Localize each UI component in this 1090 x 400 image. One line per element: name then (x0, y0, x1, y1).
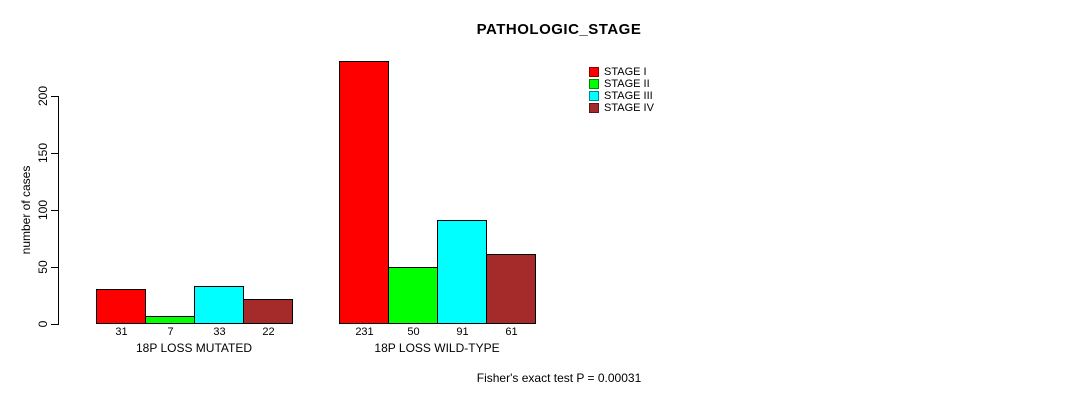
y-axis-tick-label: 100 (36, 199, 50, 221)
bar-stage-iii-18p-loss-wild-type (437, 220, 487, 324)
legend-swatch-stage-iv (589, 103, 599, 113)
bar-value-label: 91 (456, 326, 469, 338)
group-label-18p-loss-wild-type: 18P LOSS WILD-TYPE (374, 341, 500, 355)
y-axis-tick (51, 267, 58, 268)
legend-item-stage-iii: STAGE III (589, 90, 654, 102)
bar-value-label: 50 (407, 326, 420, 338)
bar-stage-ii-18p-loss-wild-type (388, 267, 438, 324)
legend-item-label: STAGE II (604, 78, 650, 90)
y-axis-tick (51, 210, 58, 211)
y-axis-tick-label: 50 (36, 260, 50, 274)
legend-item-stage-ii: STAGE II (589, 78, 654, 90)
legend-swatch-stage-ii (589, 79, 599, 89)
bar-value-label: 61 (505, 326, 518, 338)
legend-item-stage-i: STAGE I (589, 66, 654, 78)
bar-stage-iv-18p-loss-wild-type (486, 254, 536, 324)
y-axis-line (58, 96, 59, 325)
legend-swatch-stage-i (589, 67, 599, 77)
legend: STAGE I STAGE II STAGE III STAGE IV (589, 66, 654, 114)
legend-item-stage-iv: STAGE IV (589, 102, 654, 114)
y-axis-tick-label: 0 (36, 320, 50, 328)
bar-value-label: 33 (213, 326, 226, 338)
legend-swatch-stage-iii (589, 91, 599, 101)
y-axis-tick (51, 153, 58, 154)
y-axis-title: number of cases (19, 165, 33, 255)
legend-item-label: STAGE I (604, 66, 647, 78)
y-axis-tick-label: 200 (36, 85, 50, 107)
bar-value-label: 231 (355, 326, 374, 338)
bar-value-label: 31 (115, 326, 128, 338)
group-label-18p-loss-mutated: 18P LOSS MUTATED (135, 341, 253, 355)
bar-value-label: 7 (167, 326, 174, 338)
bar-stage-i-18p-loss-wild-type (339, 61, 389, 324)
bar-stage-iii-18p-loss-mutated (194, 286, 244, 324)
bar-stage-iv-18p-loss-mutated (243, 299, 293, 324)
y-axis-tick-label: 150 (36, 142, 50, 164)
legend-item-label: STAGE III (604, 90, 653, 102)
legend-item-label: STAGE IV (604, 102, 654, 114)
fisher-test-annotation: Fisher's exact test P = 0.00031 (476, 371, 642, 385)
chart-title: PATHOLOGIC_STAGE (476, 21, 642, 38)
bar-stage-i-18p-loss-mutated (96, 289, 146, 324)
y-axis-tick (51, 96, 58, 97)
y-axis-tick (51, 324, 58, 325)
bar-value-label: 22 (262, 326, 275, 338)
bar-stage-ii-18p-loss-mutated (145, 316, 195, 324)
